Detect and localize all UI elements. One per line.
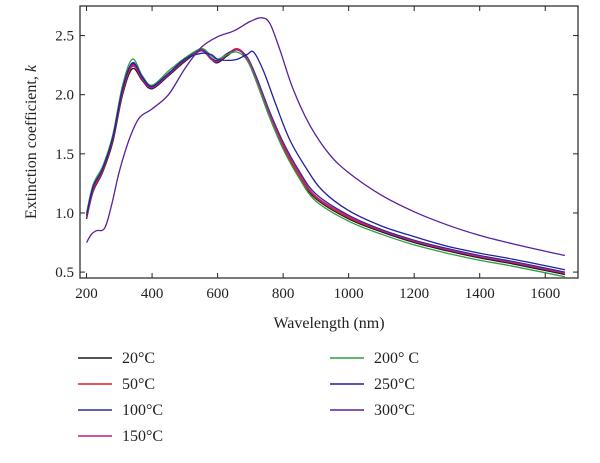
y-tick-label: 2.5 xyxy=(55,29,74,45)
y-axis-title: Extinction coefficient, k xyxy=(23,64,40,219)
x-tick-label: 400 xyxy=(141,286,164,302)
x-tick-label: 1200 xyxy=(399,286,429,302)
legend-label: 50°C xyxy=(122,376,155,393)
x-tick-label: 1000 xyxy=(334,286,364,302)
plot-frame xyxy=(79,5,579,279)
axis-ticks: 200 400 600 800 1000 1200 1400 1600 0.5 1.0 1.5 2.0… xyxy=(55,6,578,302)
legend-label: 300°C xyxy=(374,402,415,419)
x-tick-label: 200 xyxy=(75,286,98,302)
y-tick-label: 2.0 xyxy=(55,88,74,104)
x-tick-label: 600 xyxy=(206,286,229,302)
y-tick-label: 1.0 xyxy=(55,206,74,222)
legend-label: 100°C xyxy=(122,402,163,419)
x-tick-label: 1600 xyxy=(530,286,560,302)
x-tick-label: 800 xyxy=(272,286,295,302)
legend-label: 200° C xyxy=(374,350,419,367)
series-line-5 xyxy=(85,47,566,278)
series-line-6 xyxy=(85,50,566,271)
x-axis-title: Wavelength (nm) xyxy=(273,315,384,332)
legend-label: 250°C xyxy=(374,376,415,393)
legend-label: 150°C xyxy=(122,428,163,445)
series-line-7 xyxy=(86,17,566,257)
y-tick-label: 0.5 xyxy=(55,265,74,281)
plot-lines xyxy=(85,17,566,278)
y-axis-title-symbol: k xyxy=(23,64,40,72)
x-tick-label: 1400 xyxy=(465,286,495,302)
legend: 20°C 50°C 100°C 150°C 200° C 250°C 300°C xyxy=(78,350,419,445)
legend-label: 20°C xyxy=(122,350,155,367)
y-axis-title-text: Extinction coefficient, xyxy=(23,72,40,219)
y-tick-label: 1.5 xyxy=(55,147,74,163)
